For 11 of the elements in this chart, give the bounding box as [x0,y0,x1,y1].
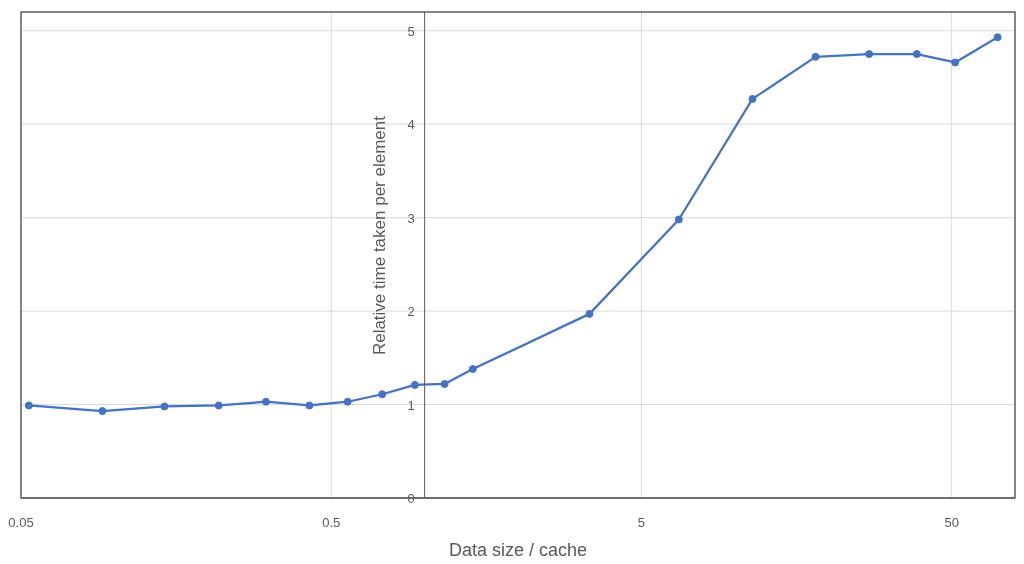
y-tick-label: 5 [407,23,415,39]
x-axis-title: Data size / cache [448,540,588,560]
x-tick-label: 0.5 [322,515,341,531]
y-tick-label: 3 [407,210,415,226]
x-tick-label: 5 [637,515,646,531]
y-tick-label: 1 [407,397,415,413]
x-tick-label: 50 [944,515,959,531]
x-tick-label: 0.05 [8,515,34,531]
y-axis-title: Relative time taken per element [369,115,389,356]
y-tick-label: 4 [407,117,415,133]
y-tick-label: 2 [407,304,415,320]
